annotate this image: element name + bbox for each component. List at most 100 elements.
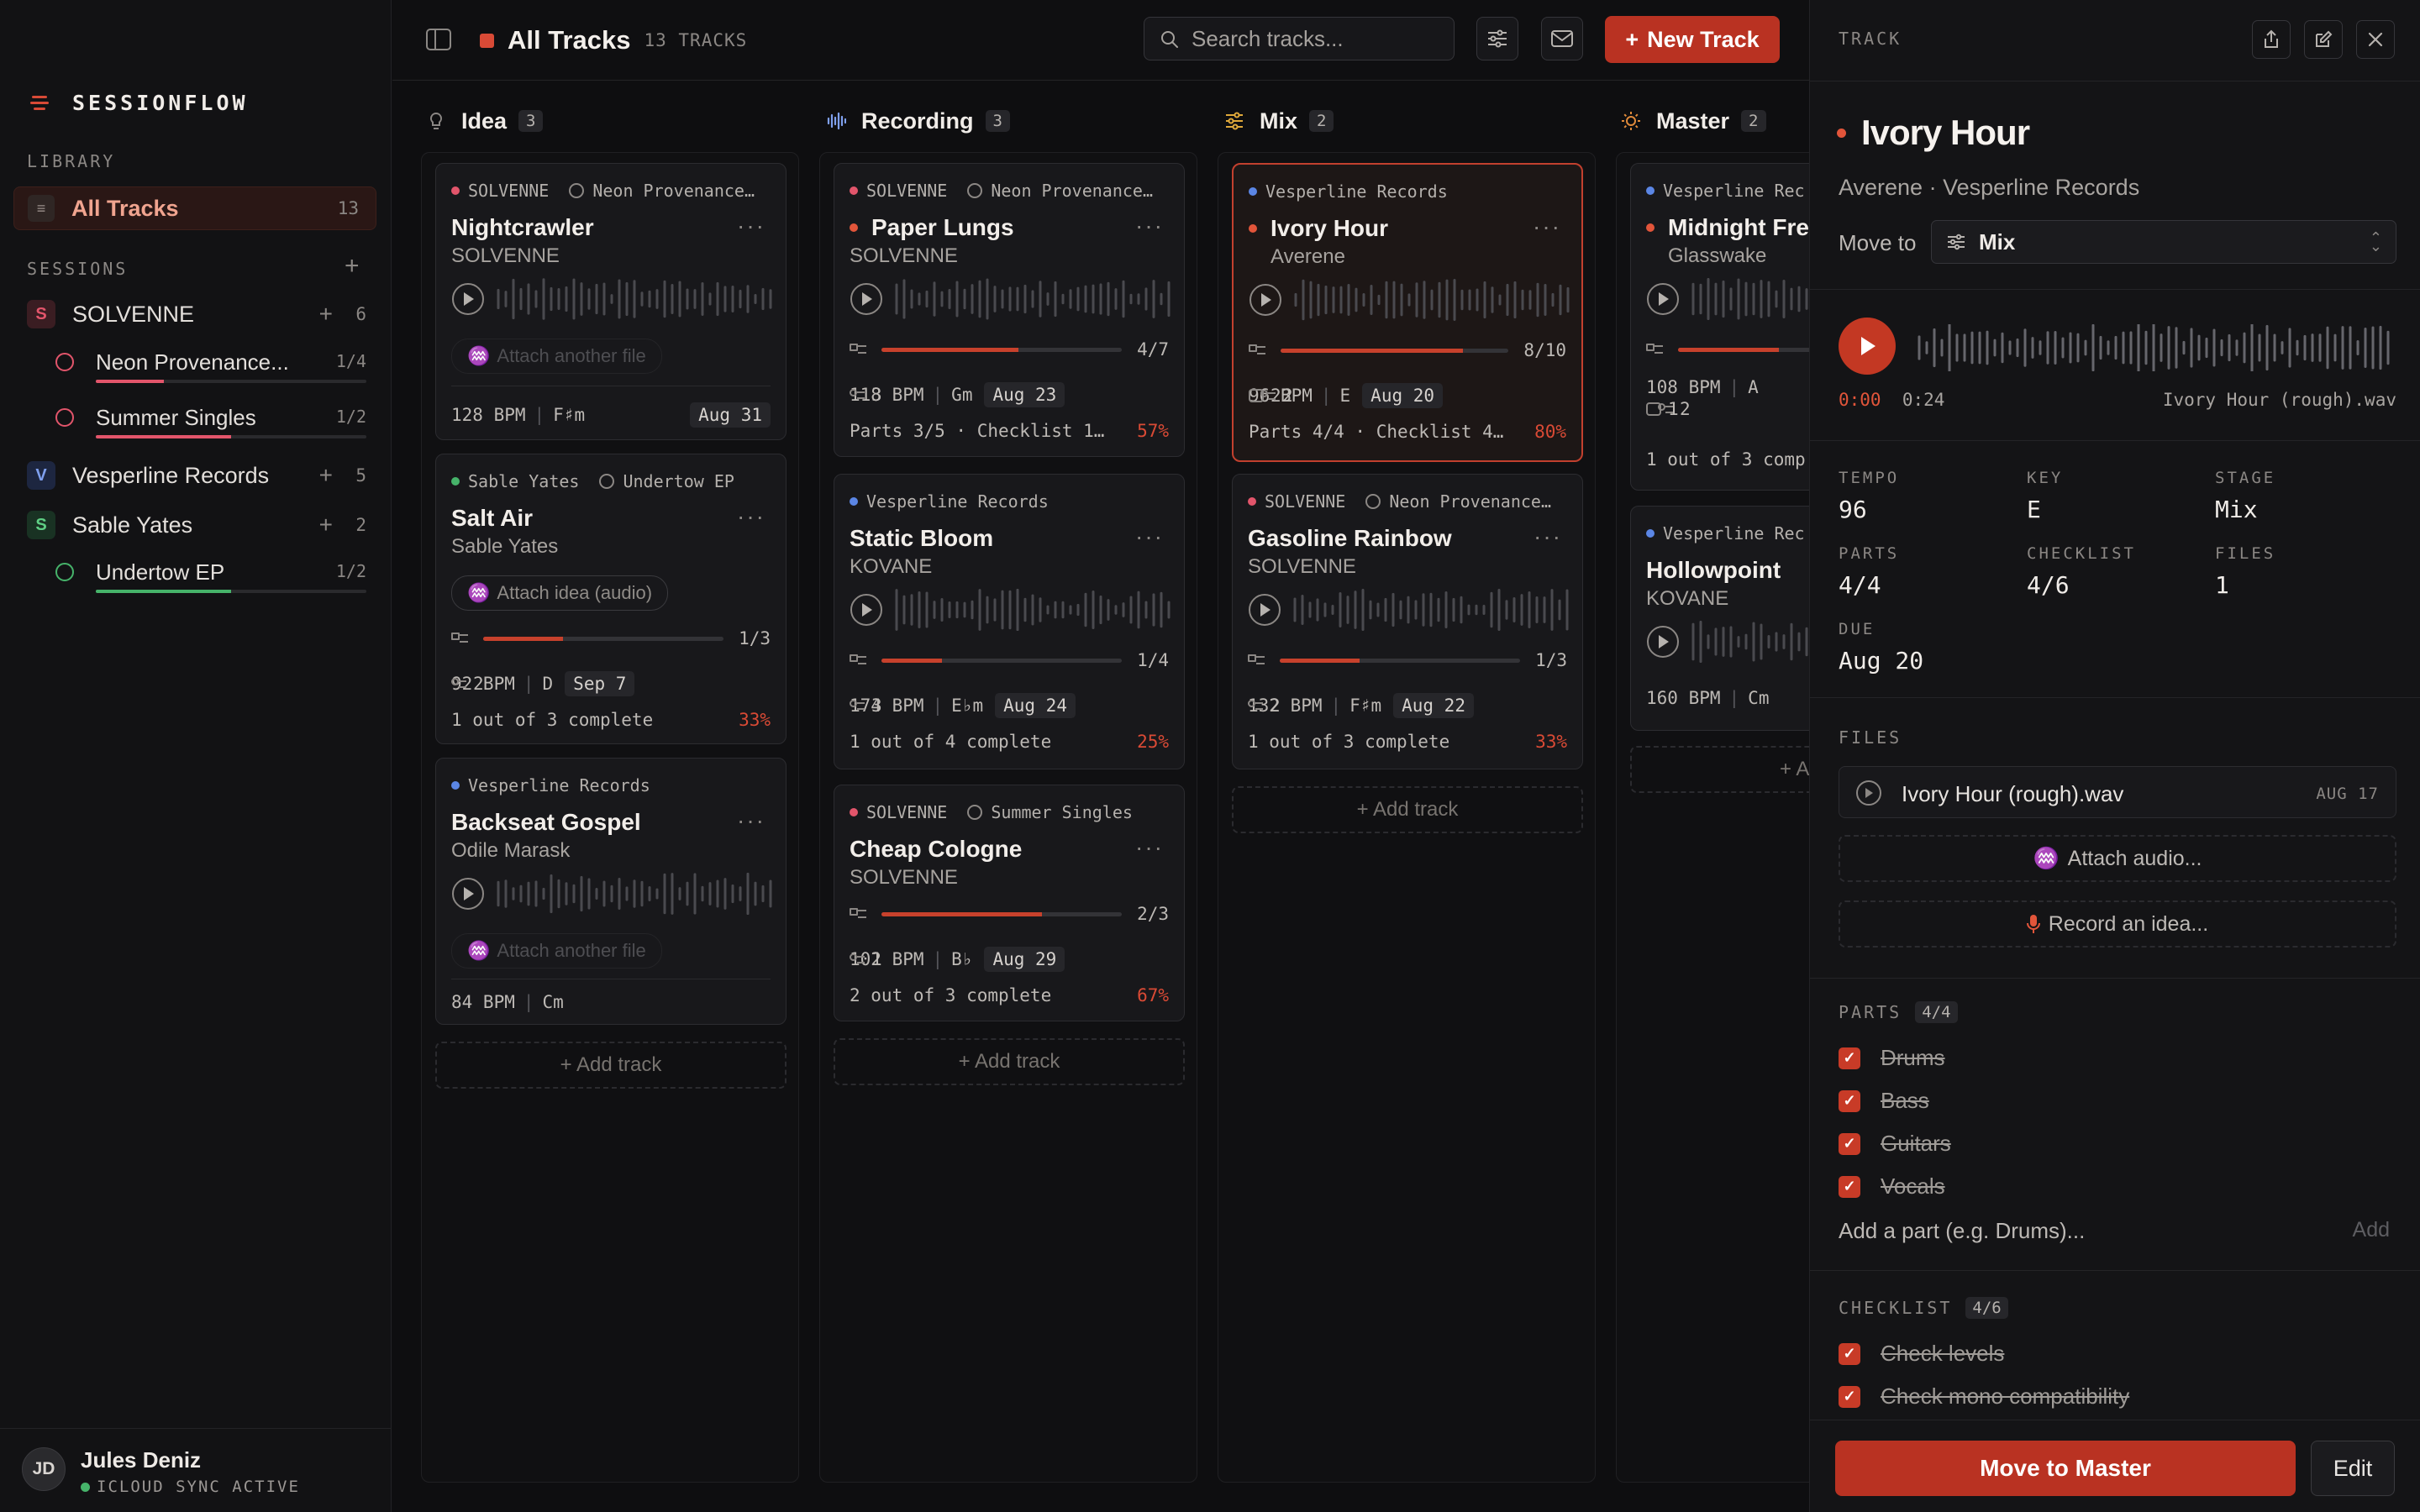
waveform[interactable] [850, 278, 1174, 320]
add-project-button[interactable]: + [318, 512, 333, 538]
sidebar-project-summer-singles[interactable]: Summer Singles 1/2 [55, 402, 366, 444]
user-profile[interactable]: JD Jules Deniz ICLOUD SYNC ACTIVE [0, 1428, 392, 1512]
player-waveform[interactable] [1916, 324, 2396, 371]
waveform[interactable] [1646, 621, 1809, 663]
artist-name: Sable Yates [72, 512, 193, 538]
checkbox-checked-icon[interactable]: ✓ [1839, 1342, 1860, 1365]
checklist-item[interactable]: ✓ Check mono compatibility [1839, 1383, 2129, 1410]
add-part-input[interactable]: Add a part (e.g. Drums)... [1839, 1218, 2086, 1243]
track-card-salt-air[interactable]: Sable Yates Undertow EP Salt Air ··· Sabl… [435, 454, 786, 744]
more-options-icon[interactable]: ··· [1135, 523, 1164, 549]
more-options-icon[interactable]: ··· [1135, 213, 1164, 239]
record-idea-button[interactable]: Record an idea... [1839, 900, 2396, 948]
edit-button[interactable]: Edit [2311, 1441, 2395, 1496]
card-meta: 174 BPM | E♭m 3 Aug 24 [850, 693, 1169, 718]
sidebar-project-neon-provenance[interactable]: Neon Provenance... 1/4 [55, 346, 366, 388]
task-count-text: 2 [1282, 386, 1293, 406]
task-count-text: 1 [871, 949, 882, 969]
column-count: 3 [985, 110, 1010, 132]
attach-file-button[interactable]: ♒ Attach another file [451, 339, 662, 374]
checkbox-checked-icon[interactable]: ✓ [1839, 1089, 1860, 1112]
part-item[interactable]: ✓ Drums [1839, 1045, 1945, 1071]
track-card-paper-lungs[interactable]: SOLVENNE Neon Provenance… Paper Lungs ···… [834, 163, 1185, 457]
checklist-item[interactable]: ✓ Check levels [1839, 1341, 2004, 1367]
add-part-button[interactable]: Add [2352, 1218, 2390, 1242]
checkbox-checked-icon[interactable]: ✓ [1839, 1132, 1860, 1155]
attach-idea-button[interactable]: ♒ Attach idea (audio) [451, 575, 669, 611]
inbox-button[interactable] [1541, 17, 1583, 60]
waveform[interactable] [1249, 279, 1573, 321]
move-to-master-button[interactable]: Move to Master [1835, 1441, 2296, 1496]
waveform[interactable] [850, 589, 1174, 631]
close-button[interactable] [2356, 20, 2395, 59]
stat-value: 4/6 [2027, 571, 2070, 599]
add-track-button[interactable]: + Add track [435, 1042, 786, 1089]
edit-icon-button[interactable] [2304, 20, 2343, 59]
sidebar-item-all-tracks[interactable]: ≡ All Tracks 13 [13, 186, 376, 230]
sidebar-toggle-icon[interactable] [426, 29, 451, 50]
more-options-icon[interactable]: ··· [737, 213, 765, 239]
part-item[interactable]: ✓ Guitars [1839, 1131, 1951, 1157]
play-button[interactable] [1839, 318, 1896, 375]
add-track-button[interactable]: + Add track [1232, 786, 1583, 833]
disc-icon [967, 805, 983, 820]
add-track-button[interactable]: + Add [1630, 746, 1809, 793]
track-title-text: Midnight Frei [1668, 214, 1809, 240]
track-title: Hollowpoint [1646, 557, 1781, 584]
sync-status: ICLOUD SYNC ACTIVE [81, 1478, 300, 1496]
waveform[interactable] [451, 873, 776, 915]
file-item[interactable]: Ivory Hour (rough).wav AUG 17 [1839, 766, 2396, 818]
detail-subtitle: Averene · Vesperline Records [1839, 175, 2140, 200]
sidebar-artist-vesperline[interactable]: V Vesperline Records + 5 [27, 459, 366, 492]
artist-count: 5 [355, 465, 366, 486]
sun-icon [1622, 112, 1640, 130]
track-card-nightcrawler[interactable]: SOLVENNE Neon Provenance… Nightcrawler ··… [435, 163, 786, 440]
more-options-icon[interactable]: ··· [737, 503, 765, 529]
track-card-backseat-gospel[interactable]: Vesperline Records Backseat Gospel ··· O… [435, 758, 786, 1025]
attach-file-button[interactable]: ♒ Attach another file [451, 933, 662, 969]
search-input[interactable] [1192, 18, 1444, 60]
sidebar-artist-solvenne[interactable]: S SOLVENNE + 6 [27, 297, 366, 331]
waveform[interactable] [1248, 589, 1572, 631]
filter-button[interactable] [1476, 17, 1518, 60]
checkbox-checked-icon[interactable]: ✓ [1839, 1385, 1860, 1408]
part-item[interactable]: ✓ Vocals [1839, 1173, 1945, 1200]
add-project-button[interactable]: + [318, 462, 333, 488]
add-project-button[interactable]: + [318, 301, 333, 327]
card-source: Vesperline Records [1249, 181, 1448, 202]
attach-label: Attach idea (audio) [497, 582, 653, 603]
track-card-cheap-cologne[interactable]: SOLVENNE Summer Singles Cheap Cologne ···… [834, 785, 1185, 1021]
all-tracks-label: All Tracks [71, 195, 179, 221]
track-card-ivory-hour[interactable]: Vesperline Records Ivory Hour ··· Averen… [1232, 163, 1583, 462]
waveform[interactable] [451, 278, 776, 320]
sidebar-project-undertow-ep[interactable]: Undertow EP 1/2 [55, 556, 366, 598]
more-options-icon[interactable]: ··· [1135, 834, 1164, 860]
checkbox-checked-icon[interactable]: ✓ [1839, 1175, 1860, 1198]
checklist-icon [850, 342, 866, 357]
percent: 57% [1137, 421, 1169, 441]
play-icon[interactable] [1856, 780, 1881, 806]
checkbox-checked-icon[interactable]: ✓ [1839, 1047, 1860, 1069]
more-options-icon[interactable]: ··· [1533, 213, 1561, 239]
add-track-button[interactable]: + Add track [834, 1038, 1185, 1085]
attach-audio-button[interactable]: ♒ Attach audio... [1839, 835, 2396, 882]
track-artist: Sable Yates [451, 535, 559, 558]
more-options-icon[interactable]: ··· [737, 807, 765, 833]
track-card-static-bloom[interactable]: Vesperline Records Static Bloom ··· KOVA… [834, 474, 1185, 769]
key: E♭m [951, 696, 984, 716]
more-options-icon[interactable]: ··· [1534, 523, 1562, 549]
detail-title-text: Ivory Hour [1861, 113, 2030, 152]
waveform[interactable] [1646, 278, 1809, 320]
new-track-button[interactable]: + New Track [1605, 16, 1780, 63]
track-card-midnight-freight[interactable]: Vesperline Rec Midnight Frei Glasswake 1… [1630, 163, 1809, 491]
track-card-gasoline-rainbow[interactable]: SOLVENNE Neon Provenance… Gasoline Rainbo… [1232, 474, 1583, 769]
bpm: 92 BPM [451, 674, 515, 694]
share-button[interactable] [2252, 20, 2291, 59]
part-item[interactable]: ✓ Bass [1839, 1088, 1929, 1114]
stage-select[interactable]: Mix ⌃ ⌄ [1931, 220, 2396, 264]
sidebar-artist-sable-yates[interactable]: S Sable Yates + 2 [27, 508, 366, 542]
bpm: 118 BPM [850, 385, 924, 405]
track-card-hollowpoint[interactable]: Vesperline Rec Hollowpoint KOVANE 160 BP… [1630, 506, 1809, 731]
add-session-button[interactable]: + [345, 252, 360, 280]
due-date-badge: Aug 20 [1362, 383, 1444, 408]
